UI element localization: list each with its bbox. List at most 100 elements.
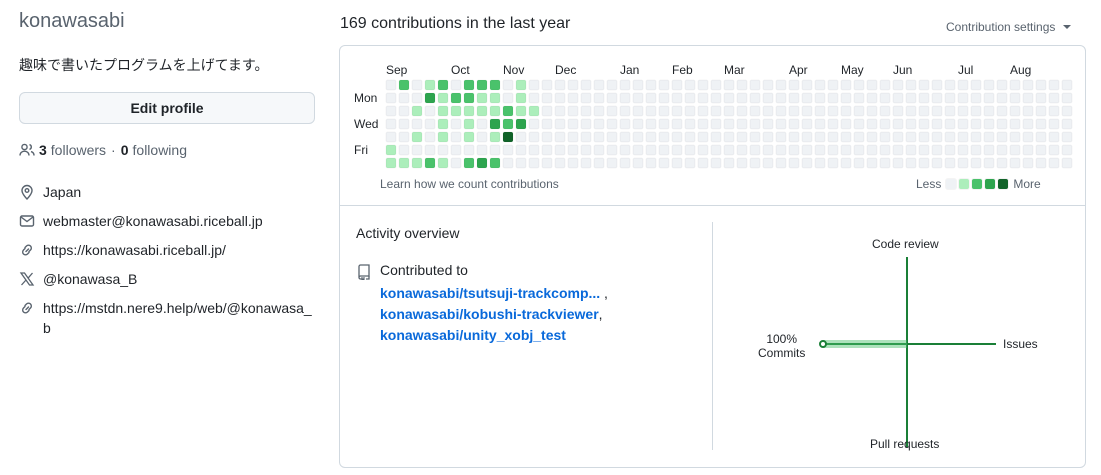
contribution-day-cell[interactable] — [567, 79, 579, 91]
contribution-day-cell[interactable] — [619, 79, 631, 91]
contribution-day-cell[interactable] — [476, 144, 488, 156]
contribution-day-cell[interactable] — [580, 144, 592, 156]
contribution-day-cell[interactable] — [411, 144, 423, 156]
contribution-day-cell[interactable] — [554, 118, 566, 130]
contribution-day-cell[interactable] — [463, 157, 475, 169]
contribution-day-cell[interactable] — [957, 79, 969, 91]
contribution-day-cell[interactable] — [450, 118, 462, 130]
contribution-day-cell[interactable] — [619, 144, 631, 156]
contribution-day-cell[interactable] — [996, 79, 1008, 91]
contribution-day-cell[interactable] — [489, 79, 501, 91]
contribution-day-cell[interactable] — [801, 92, 813, 104]
contribution-day-cell[interactable] — [905, 79, 917, 91]
contribution-day-cell[interactable] — [931, 157, 943, 169]
contribution-day-cell[interactable] — [437, 92, 449, 104]
contribution-day-cell[interactable] — [892, 105, 904, 117]
contribution-day-cell[interactable] — [1061, 118, 1073, 130]
contribution-day-cell[interactable] — [749, 144, 761, 156]
contribution-day-cell[interactable] — [385, 79, 397, 91]
contribution-day-cell[interactable] — [515, 131, 527, 143]
contribution-day-cell[interactable] — [658, 131, 670, 143]
contribution-day-cell[interactable] — [411, 131, 423, 143]
contribution-day-cell[interactable] — [684, 79, 696, 91]
contribution-day-cell[interactable] — [567, 157, 579, 169]
contribution-day-cell[interactable] — [398, 92, 410, 104]
contribution-day-cell[interactable] — [502, 157, 514, 169]
contribution-day-cell[interactable] — [502, 79, 514, 91]
contribution-day-cell[interactable] — [645, 131, 657, 143]
contribution-day-cell[interactable] — [580, 105, 592, 117]
contribution-day-cell[interactable] — [515, 92, 527, 104]
contribution-day-cell[interactable] — [1048, 79, 1060, 91]
contribution-day-cell[interactable] — [697, 144, 709, 156]
contribution-day-cell[interactable] — [957, 131, 969, 143]
contribution-day-cell[interactable] — [983, 118, 995, 130]
contribution-day-cell[interactable] — [593, 144, 605, 156]
contribution-day-cell[interactable] — [502, 105, 514, 117]
contribution-day-cell[interactable] — [1022, 157, 1034, 169]
contribution-day-cell[interactable] — [515, 144, 527, 156]
contribution-day-cell[interactable] — [398, 131, 410, 143]
contribution-day-cell[interactable] — [606, 92, 618, 104]
contribution-day-cell[interactable] — [541, 157, 553, 169]
contribution-day-cell[interactable] — [840, 118, 852, 130]
contribution-day-cell[interactable] — [450, 144, 462, 156]
repo-link[interactable]: konawasabi/unity_xobj_test — [380, 327, 566, 343]
contribution-day-cell[interactable] — [619, 92, 631, 104]
contribution-day-cell[interactable] — [983, 157, 995, 169]
contribution-day-cell[interactable] — [762, 131, 774, 143]
contribution-day-cell[interactable] — [658, 144, 670, 156]
contribution-day-cell[interactable] — [515, 118, 527, 130]
following-link[interactable]: 0 following — [121, 142, 187, 158]
contribution-day-cell[interactable] — [658, 157, 670, 169]
contribution-day-cell[interactable] — [814, 144, 826, 156]
contribution-day-cell[interactable] — [970, 79, 982, 91]
contribution-day-cell[interactable] — [476, 131, 488, 143]
contribution-day-cell[interactable] — [723, 105, 735, 117]
contribution-day-cell[interactable] — [853, 131, 865, 143]
contribution-day-cell[interactable] — [424, 79, 436, 91]
contribution-day-cell[interactable] — [710, 105, 722, 117]
contribution-day-cell[interactable] — [1009, 105, 1021, 117]
contribution-day-cell[interactable] — [684, 131, 696, 143]
contribution-day-cell[interactable] — [814, 92, 826, 104]
contribution-day-cell[interactable] — [931, 144, 943, 156]
contribution-day-cell[interactable] — [697, 118, 709, 130]
contribution-day-cell[interactable] — [398, 157, 410, 169]
contribution-day-cell[interactable] — [489, 157, 501, 169]
contribution-day-cell[interactable] — [788, 92, 800, 104]
contribution-day-cell[interactable] — [723, 92, 735, 104]
contribution-day-cell[interactable] — [736, 144, 748, 156]
contribution-day-cell[interactable] — [554, 131, 566, 143]
contribution-day-cell[interactable] — [1061, 131, 1073, 143]
contribution-day-cell[interactable] — [528, 157, 540, 169]
contribution-day-cell[interactable] — [931, 92, 943, 104]
contribution-day-cell[interactable] — [463, 105, 475, 117]
contribution-day-cell[interactable] — [944, 157, 956, 169]
contribution-day-cell[interactable] — [658, 118, 670, 130]
contribution-day-cell[interactable] — [476, 105, 488, 117]
contribution-day-cell[interactable] — [645, 157, 657, 169]
contribution-day-cell[interactable] — [411, 79, 423, 91]
contribution-day-cell[interactable] — [398, 79, 410, 91]
contribution-day-cell[interactable] — [1009, 79, 1021, 91]
repo-link[interactable]: konawasabi/tsutsuji-trackcomp... — [380, 285, 601, 301]
contribution-day-cell[interactable] — [840, 79, 852, 91]
contribution-day-cell[interactable] — [450, 157, 462, 169]
contribution-day-cell[interactable] — [437, 79, 449, 91]
contribution-day-cell[interactable] — [528, 118, 540, 130]
contribution-day-cell[interactable] — [1009, 118, 1021, 130]
contribution-day-cell[interactable] — [398, 105, 410, 117]
contribution-day-cell[interactable] — [827, 92, 839, 104]
contribution-day-cell[interactable] — [619, 118, 631, 130]
contribution-day-cell[interactable] — [983, 105, 995, 117]
contribution-day-cell[interactable] — [866, 157, 878, 169]
contribution-day-cell[interactable] — [554, 144, 566, 156]
contribution-day-cell[interactable] — [840, 131, 852, 143]
mastodon-link[interactable]: https://mstdn.nere9.help/web/@konawasa_b — [43, 300, 312, 336]
contribution-day-cell[interactable] — [554, 92, 566, 104]
contribution-day-cell[interactable] — [697, 92, 709, 104]
contribution-day-cell[interactable] — [788, 144, 800, 156]
contribution-day-cell[interactable] — [567, 131, 579, 143]
contribution-day-cell[interactable] — [944, 79, 956, 91]
